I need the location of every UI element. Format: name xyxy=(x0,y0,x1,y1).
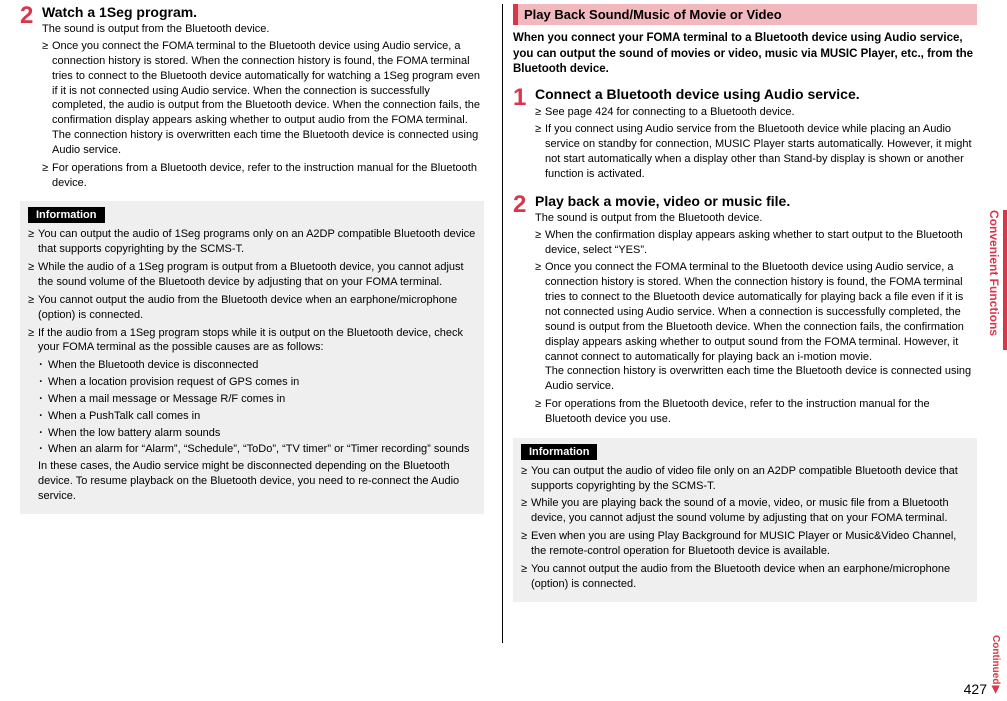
bullet-text: Once you connect the FOMA terminal to th… xyxy=(545,260,977,394)
step-title: Connect a Bluetooth device using Audio s… xyxy=(535,86,977,102)
page-number: 427 xyxy=(964,681,987,697)
side-tab-label: Convenient Functions xyxy=(987,210,1001,336)
info-item: ≥You can output the audio of 1Seg progra… xyxy=(28,227,476,257)
sub-item: ･When a PushTalk call comes in xyxy=(28,409,476,424)
step-number: 2 xyxy=(513,193,535,430)
bullet-text: Once you connect the FOMA terminal to th… xyxy=(52,39,484,158)
section-heading: Play Back Sound/Music of Movie or Video xyxy=(513,4,977,25)
step-number: 1 xyxy=(513,86,535,185)
step-body: Connect a Bluetooth device using Audio s… xyxy=(535,86,977,185)
step-title: Play back a movie, video or music file. xyxy=(535,193,977,209)
step-2-left: 2 Watch a 1Seg program. The sound is out… xyxy=(20,4,484,193)
bullet-text: You cannot output the audio from the Blu… xyxy=(38,293,476,323)
step-subtitle: The sound is output from the Bluetooth d… xyxy=(535,212,977,224)
info-item: ≥You cannot output the audio from the Bl… xyxy=(28,293,476,323)
step-number: 2 xyxy=(20,4,42,193)
bullet-mark: ≥ xyxy=(28,326,38,356)
text: When the low battery alarm sounds xyxy=(48,426,220,441)
bullet-text: If you connect using Audio service from … xyxy=(545,122,977,181)
bullet-mark: ≥ xyxy=(535,122,545,181)
bullet: ≥ For operations from a Bluetooth device… xyxy=(42,161,484,191)
bullet-mark: ≥ xyxy=(42,39,52,158)
sub-item: ･When an alarm for “Alarm”, “Schedule”, … xyxy=(28,442,476,457)
bullet-mark: ≥ xyxy=(535,260,545,394)
step-title: Watch a 1Seg program. xyxy=(42,4,484,20)
bullet-text: While you are playing back the sound of … xyxy=(531,496,969,526)
info-item: ≥While you are playing back the sound of… xyxy=(521,496,969,526)
bullet-mark: ≥ xyxy=(535,105,545,120)
step-body: Play back a movie, video or music file. … xyxy=(535,193,977,430)
bullet-mark: ≥ xyxy=(28,293,38,323)
bullet-text: You cannot output the audio from the Blu… xyxy=(531,562,969,592)
bullet: ≥If you connect using Audio service from… xyxy=(535,122,977,181)
page: 2 Watch a 1Seg program. The sound is out… xyxy=(0,0,1007,701)
right-column: Play Back Sound/Music of Movie or Video … xyxy=(513,4,977,693)
text: When a location provision request of GPS… xyxy=(48,375,299,390)
bullet-mark: ≥ xyxy=(521,496,531,526)
arrow-icon: ▶ xyxy=(990,684,1001,695)
bullet-mark: ≥ xyxy=(521,464,531,494)
bullet: ≥ Once you connect the FOMA terminal to … xyxy=(535,260,977,394)
info-item: ≥If the audio from a 1Seg program stops … xyxy=(28,326,476,356)
info-item: ≥You cannot output the audio from the Bl… xyxy=(521,562,969,592)
bullet: ≥For operations from the Bluetooth devic… xyxy=(535,397,977,427)
sub-item: ･When the Bluetooth device is disconnect… xyxy=(28,358,476,373)
sub-item: ･When a location provision request of GP… xyxy=(28,375,476,390)
step-subtitle: The sound is output from the Bluetooth d… xyxy=(42,23,484,35)
bullet-mark: ≥ xyxy=(535,228,545,258)
bullet-text: See page 424 for connecting to a Bluetoo… xyxy=(545,105,977,120)
sub-item: ･When a mail message or Message R/F come… xyxy=(28,392,476,407)
bullet-text: You can output the audio of video file o… xyxy=(531,464,969,494)
information-label: Information xyxy=(28,207,105,223)
information-box: Information ≥You can output the audio of… xyxy=(20,201,484,513)
bullet-text: For operations from a Bluetooth device, … xyxy=(52,161,484,191)
bullet-text: If the audio from a 1Seg program stops w… xyxy=(38,326,476,356)
dot-mark: ･ xyxy=(38,358,48,373)
left-column: 2 Watch a 1Seg program. The sound is out… xyxy=(20,4,484,693)
bullet-text: When the confirmation display appears as… xyxy=(545,228,977,258)
sub-item: ･When the low battery alarm sounds xyxy=(28,426,476,441)
bullet-mark: ≥ xyxy=(535,397,545,427)
text: Once you connect the FOMA terminal to th… xyxy=(52,40,480,126)
information-label: Information xyxy=(521,444,598,460)
bullet-text: For operations from the Bluetooth device… xyxy=(545,397,977,427)
bullet-mark: ≥ xyxy=(521,562,531,592)
side-tab-bar xyxy=(1003,210,1007,350)
info-item: ≥Even when you are using Play Background… xyxy=(521,529,969,559)
text: Continued xyxy=(990,635,1001,684)
information-box: Information ≥You can output the audio of… xyxy=(513,438,977,603)
column-divider xyxy=(502,4,503,643)
bullet: ≥See page 424 for connecting to a Blueto… xyxy=(535,105,977,120)
text: When an alarm for “Alarm”, “Schedule”, “… xyxy=(48,442,469,457)
bullet-mark: ≥ xyxy=(42,161,52,191)
continued-label: Continued▶ xyxy=(990,635,1001,695)
info-tail: In these cases, the Audio service might … xyxy=(28,459,476,504)
text-cont: The connection history is overwritten ea… xyxy=(545,364,977,394)
bullet-mark: ≥ xyxy=(28,260,38,290)
step-2-right: 2 Play back a movie, video or music file… xyxy=(513,193,977,430)
text: When a PushTalk call comes in xyxy=(48,409,200,424)
text: When a mail message or Message R/F comes… xyxy=(48,392,285,407)
bullet-text: Even when you are using Play Background … xyxy=(531,529,969,559)
dot-mark: ･ xyxy=(38,409,48,424)
step-body: Watch a 1Seg program. The sound is outpu… xyxy=(42,4,484,193)
step-1-right: 1 Connect a Bluetooth device using Audio… xyxy=(513,86,977,185)
bullet-text: You can output the audio of 1Seg program… xyxy=(38,227,476,257)
bullet-mark: ≥ xyxy=(521,529,531,559)
dot-mark: ･ xyxy=(38,375,48,390)
bullet-mark: ≥ xyxy=(28,227,38,257)
section-intro: When you connect your FOMA terminal to a… xyxy=(513,31,977,78)
bullet: ≥ Once you connect the FOMA terminal to … xyxy=(42,39,484,158)
dot-mark: ･ xyxy=(38,426,48,441)
info-item: ≥You can output the audio of video file … xyxy=(521,464,969,494)
bullet-text: While the audio of a 1Seg program is out… xyxy=(38,260,476,290)
bullet: ≥When the confirmation display appears a… xyxy=(535,228,977,258)
text-cont: The connection history is overwritten ea… xyxy=(52,128,484,158)
info-item: ≥While the audio of a 1Seg program is ou… xyxy=(28,260,476,290)
text: When the Bluetooth device is disconnecte… xyxy=(48,358,258,373)
text: Once you connect the FOMA terminal to th… xyxy=(545,261,964,362)
dot-mark: ･ xyxy=(38,392,48,407)
dot-mark: ･ xyxy=(38,442,48,457)
